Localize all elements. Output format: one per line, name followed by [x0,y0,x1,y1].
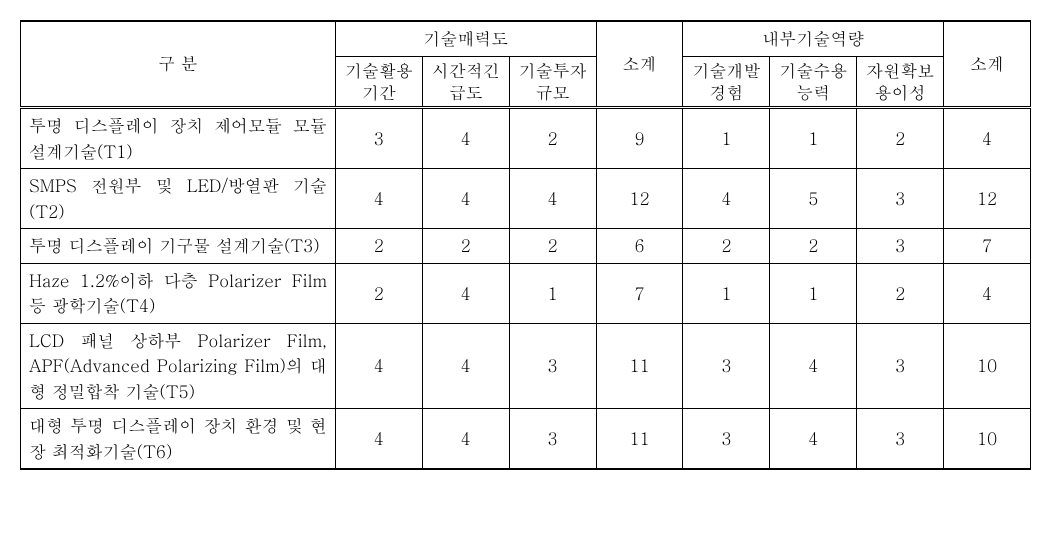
cell-subtotal1: 11 [596,409,683,470]
row-label: SMPS 전원부 및 LED/방열판 기술(T2) [21,169,336,229]
table-row: 투명 디스플레이 기구물 설계기술(T3)22262237 [21,229,1031,264]
cell-g2: 3 [857,169,944,229]
header-g1c0: 기술활용기간 [335,56,422,108]
cell-g2: 2 [770,229,857,264]
header-g2c1: 기술수용능력 [770,56,857,108]
header-g2c0: 기술개발경험 [683,56,770,108]
cell-subtotal2: 10 [944,409,1031,470]
cell-g2: 1 [770,263,857,323]
cell-subtotal2: 4 [944,263,1031,323]
cell-g2: 4 [683,169,770,229]
header-subtotal2: 소계 [944,21,1031,108]
cell-g1: 2 [422,229,509,264]
table-row: LCD 패널 상하부 Polarizer Film, APF(Advanced … [21,323,1031,409]
cell-subtotal2: 4 [944,108,1031,169]
header-category: 구 분 [21,21,336,108]
table-row: SMPS 전원부 및 LED/방열판 기술(T2)4441245312 [21,169,1031,229]
table-body: 투명 디스플레이 장치 제어모듈 모듈 설계기술(T1)34291124SMPS… [21,108,1031,470]
cell-g2: 2 [857,263,944,323]
cell-g2: 3 [857,229,944,264]
cell-g1: 2 [335,263,422,323]
cell-g2: 3 [683,409,770,470]
cell-g2: 4 [770,409,857,470]
row-label: LCD 패널 상하부 Polarizer Film, APF(Advanced … [21,323,336,409]
cell-subtotal2: 7 [944,229,1031,264]
cell-g1: 4 [335,409,422,470]
cell-g2: 1 [683,108,770,169]
evaluation-table: 구 분 기술매력도 소계 내부기술역량 소계 기술활용기간 시간적긴급도 기술투… [20,20,1031,470]
cell-g2: 3 [857,323,944,409]
cell-g2: 4 [770,323,857,409]
cell-g2: 1 [683,263,770,323]
header-g2c2: 자원확보용이성 [857,56,944,108]
cell-subtotal1: 12 [596,169,683,229]
header-group2: 내부기술역량 [683,21,944,56]
cell-g1: 2 [509,108,596,169]
cell-g2: 1 [770,108,857,169]
cell-subtotal1: 11 [596,323,683,409]
cell-g1: 3 [335,108,422,169]
cell-g1: 2 [509,229,596,264]
cell-g1: 3 [509,409,596,470]
cell-g2: 2 [683,229,770,264]
cell-subtotal2: 12 [944,169,1031,229]
header-subtotal1: 소계 [596,21,683,108]
row-label: 투명 디스플레이 기구물 설계기술(T3) [21,229,336,264]
cell-g2: 2 [857,108,944,169]
cell-subtotal1: 7 [596,263,683,323]
cell-g1: 4 [335,323,422,409]
cell-g2: 3 [683,323,770,409]
table-row: 투명 디스플레이 장치 제어모듈 모듈 설계기술(T1)34291124 [21,108,1031,169]
cell-g1: 4 [422,323,509,409]
table-row: Haze 1.2%이하 다층 Polarizer Film 등 광학기술(T4)… [21,263,1031,323]
cell-g2: 3 [857,409,944,470]
header-g1c2: 기술투자규모 [509,56,596,108]
cell-subtotal1: 9 [596,108,683,169]
row-label: 대형 투명 디스플레이 장치 환경 및 현장 최적화기술(T6) [21,409,336,470]
cell-g1: 2 [335,229,422,264]
cell-g1: 4 [335,169,422,229]
cell-g1: 1 [509,263,596,323]
cell-g1: 4 [422,409,509,470]
header-group1: 기술매력도 [335,21,596,56]
row-label: 투명 디스플레이 장치 제어모듈 모듈 설계기술(T1) [21,108,336,169]
table-row: 대형 투명 디스플레이 장치 환경 및 현장 최적화기술(T6)44311343… [21,409,1031,470]
header-g1c1: 시간적긴급도 [422,56,509,108]
cell-g1: 4 [422,108,509,169]
cell-g1: 3 [509,323,596,409]
row-label: Haze 1.2%이하 다층 Polarizer Film 등 광학기술(T4) [21,263,336,323]
cell-subtotal2: 10 [944,323,1031,409]
cell-g1: 4 [422,169,509,229]
cell-g1: 4 [422,263,509,323]
cell-g1: 4 [509,169,596,229]
cell-subtotal1: 6 [596,229,683,264]
cell-g2: 5 [770,169,857,229]
